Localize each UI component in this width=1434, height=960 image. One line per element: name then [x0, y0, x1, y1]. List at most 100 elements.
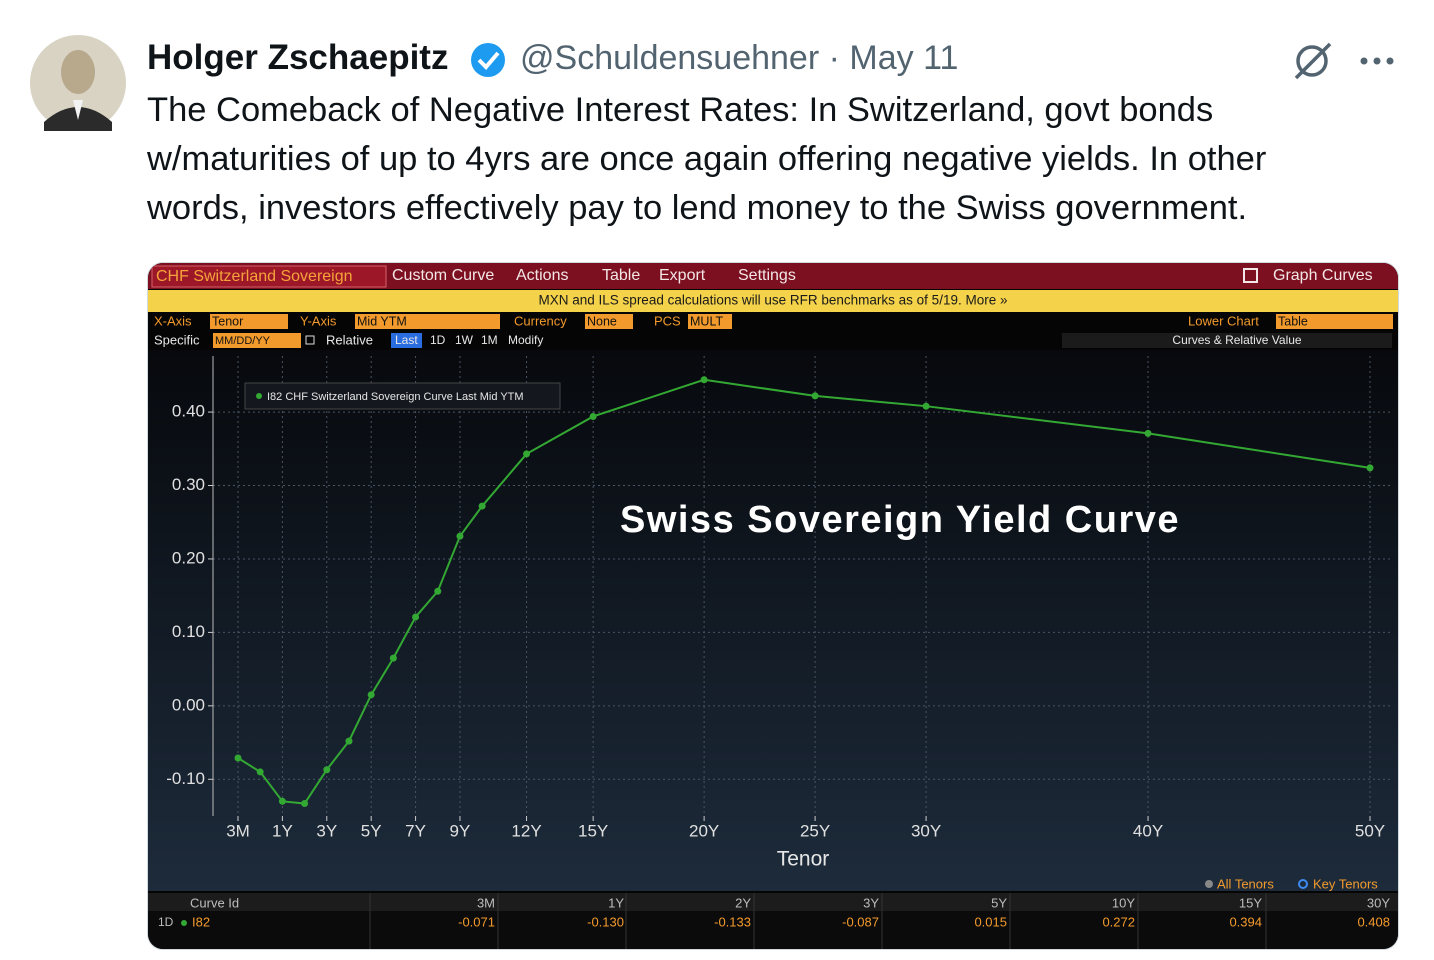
- more-icon: [1386, 57, 1394, 65]
- table-header: 2Y: [735, 895, 751, 910]
- row-curve: I82: [192, 914, 210, 929]
- control-box[interactable]: [210, 314, 288, 329]
- x-tick-label: 5Y: [361, 821, 382, 840]
- option-selected[interactable]: [391, 333, 422, 348]
- y-tick-label: 0.40: [172, 402, 205, 421]
- toolbar-item[interactable]: Export: [659, 267, 706, 284]
- x-tick-label: 30Y: [911, 821, 941, 840]
- tweet-text: The Comeback of Negative Interest Rates:…: [147, 91, 1214, 129]
- point: [278, 797, 286, 805]
- toolbar-item[interactable]: CHF Switzerland Sovereign: [156, 268, 353, 285]
- table-header: 30Y: [1367, 895, 1390, 910]
- notice-bar: [148, 290, 1398, 312]
- grok-icon-slash: [1294, 42, 1332, 80]
- control-box[interactable]: [1276, 314, 1393, 329]
- control-value: Tenor: [212, 314, 243, 328]
- toolbar-item[interactable]: Actions: [516, 267, 568, 284]
- control-label: Relative: [326, 332, 373, 347]
- checkbox[interactable]: [305, 335, 315, 345]
- toolbar-item[interactable]: Graph Curves: [1273, 267, 1373, 284]
- point: [700, 376, 708, 384]
- tweet-text: words, investors effectively pay to lend…: [147, 189, 1248, 227]
- control-label: PCS: [654, 313, 681, 328]
- point: [345, 737, 353, 745]
- option[interactable]: 1M: [481, 333, 498, 347]
- verified-badge: [471, 43, 505, 77]
- date[interactable]: May 11: [849, 39, 959, 77]
- media[interactable]: CHF Switzerland Sovereign Custom Curve A…: [147, 262, 1399, 950]
- control-box[interactable]: [213, 333, 301, 348]
- panel-box: [1062, 333, 1392, 348]
- panel-label: Curves & Relative Value: [1172, 333, 1301, 347]
- table-header: 10Y: [1112, 895, 1135, 910]
- author-name[interactable]: Holger Zschaepitz: [147, 38, 449, 77]
- option[interactable]: Last: [395, 333, 418, 347]
- key-marker: [1205, 880, 1213, 888]
- table: Curve Id 3M -0.071 1Y -0.130 2Y -0.133 3Y -0.087…: [158, 893, 1390, 949]
- table-header-bg: [148, 893, 1398, 911]
- table-header: Curve Id: [190, 895, 239, 910]
- x-tick-label: 25Y: [800, 821, 830, 840]
- toolbar-item[interactable]: Settings: [738, 267, 796, 284]
- legend: [244, 382, 561, 410]
- y-tick-label: 0.30: [172, 475, 205, 494]
- control-box[interactable]: [585, 314, 633, 329]
- point: [301, 800, 309, 808]
- x-tick-label: 15Y: [578, 821, 608, 840]
- verified-check: [477, 51, 500, 70]
- y-tick-label: -0.10: [166, 769, 205, 788]
- x-tick-label: 12Y: [511, 821, 541, 840]
- handle[interactable]: @Schuldensuehner: [520, 39, 820, 77]
- x-tick-label: 1Y: [272, 821, 293, 840]
- option[interactable]: 1W: [455, 333, 474, 347]
- table-header: 1Y: [608, 895, 624, 910]
- graph-icon: [1243, 268, 1258, 283]
- y-tick-label: 0.10: [172, 622, 205, 641]
- point: [412, 613, 420, 621]
- table-cell: -0.130: [587, 914, 624, 929]
- control-label: Lower Chart: [1188, 313, 1259, 328]
- point: [434, 587, 442, 595]
- point: [523, 450, 531, 458]
- toolbar-item[interactable]: Table: [602, 267, 640, 284]
- toolbar-item[interactable]: Custom Curve: [392, 267, 494, 284]
- control-value: Table: [1278, 314, 1308, 328]
- control-value: MM/DD/YY: [215, 335, 271, 347]
- option[interactable]: 1D: [430, 333, 446, 347]
- key-marker: [1298, 879, 1308, 889]
- plot: -0.10 0.00 0.10 0.20 0.30 0.40 3M 1Y 3Y 5Y 7Y 9Y 12Y…: [166, 356, 1393, 840]
- control-label: X-Axis: [154, 313, 192, 328]
- y-tick-label: 0.20: [172, 548, 205, 567]
- table-cell: 0.272: [1102, 914, 1135, 929]
- control-label: Y-Axis: [300, 313, 337, 328]
- grok-icon[interactable]: [1296, 45, 1328, 77]
- annotation: Swiss Sovereign Yield Curve: [620, 499, 1180, 541]
- x-tick-label: 3Y: [316, 821, 337, 840]
- control-box[interactable]: [688, 314, 732, 329]
- x-axis-label: Tenor: [777, 848, 830, 871]
- table-cell: -0.071: [458, 914, 495, 929]
- key-legend[interactable]: All Tenors: [1217, 876, 1274, 891]
- more-icon[interactable]: [1360, 57, 1368, 65]
- x-tick-label: 9Y: [450, 821, 471, 840]
- notice[interactable]: MXN and ILS spread calculations will use…: [539, 293, 1008, 308]
- control-box[interactable]: [355, 314, 500, 329]
- point: [256, 768, 264, 776]
- point: [456, 532, 464, 540]
- legend-label: I82 CHF Switzerland Sovereign Curve Last…: [267, 391, 524, 403]
- y-tick-label: 0.00: [172, 695, 205, 714]
- key-legend[interactable]: Key Tenors: [1313, 876, 1378, 891]
- point: [1144, 429, 1152, 437]
- table-cell: -0.133: [714, 914, 751, 929]
- control-value: None: [587, 314, 617, 328]
- control-label: Specific: [154, 332, 200, 347]
- option[interactable]: Modify: [508, 333, 543, 347]
- toolbar-tab: [151, 265, 387, 288]
- point: [1366, 464, 1374, 472]
- avatar-face: [61, 50, 95, 94]
- handle-line: @Schuldensuehner · May 11: [520, 39, 958, 78]
- table-header: 3M: [477, 895, 495, 910]
- x-tick-label: 40Y: [1133, 821, 1163, 840]
